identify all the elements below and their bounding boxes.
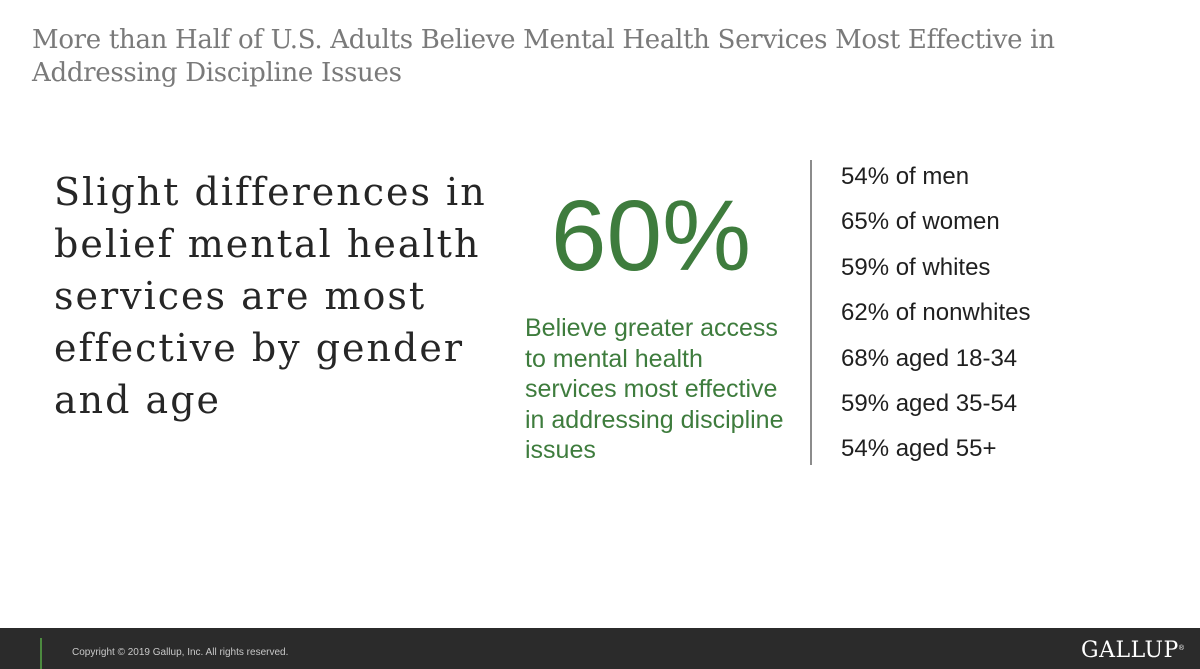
breakdown-item-women: 65% of women — [841, 208, 1000, 236]
copyright-text: Copyright © 2019 Gallup, Inc. All rights… — [72, 647, 289, 658]
footer-bar: Copyright © 2019 Gallup, Inc. All rights… — [0, 628, 1200, 669]
breakdown-item-aged-18-34: 68% aged 18-34 — [841, 344, 1018, 372]
breakdown-item-nonwhites: 62% of nonwhites — [841, 299, 1031, 327]
highlight-stat: 60% — [550, 180, 752, 292]
slide-title: More than Half of U.S. Adults Believe Me… — [32, 25, 1055, 88]
vertical-divider — [810, 160, 812, 465]
gallup-logo: GALLUP® — [1081, 638, 1184, 664]
breakdown-list: 54% of men 65% of women 59% of whites 62… — [841, 162, 1030, 480]
breakdown-item-aged-35-54: 59% aged 35-54 — [841, 389, 1018, 417]
lead-text: Slight differences in belief mental heal… — [54, 170, 487, 422]
highlight-description: Believe greater access to mental health … — [525, 314, 784, 464]
footer-accent-line — [40, 638, 42, 669]
breakdown-item-men: 54% of men — [841, 163, 970, 190]
breakdown-item-whites: 59% of whites — [841, 253, 991, 281]
logo-text: GALLUP — [1081, 638, 1179, 663]
registered-mark: ® — [1178, 645, 1184, 652]
breakdown-item-aged-55-plus: 54% aged 55+ — [841, 435, 997, 463]
